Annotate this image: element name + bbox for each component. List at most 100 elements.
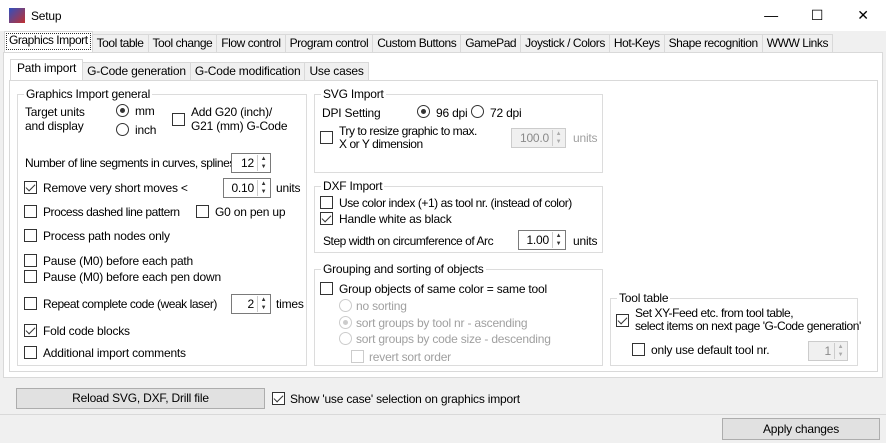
nodes-only-checkbox[interactable]	[24, 229, 37, 242]
resize-units-label: units	[573, 131, 598, 145]
resize-checkbox[interactable]	[320, 131, 333, 144]
repeat-checkbox[interactable]	[24, 297, 37, 310]
g0-pen-up-label: G0 on pen up	[215, 205, 286, 219]
fold-label: Fold code blocks	[43, 324, 130, 338]
remove-short-checkbox[interactable]	[24, 181, 37, 194]
minimize-button[interactable]: —	[764, 7, 778, 23]
close-button[interactable]: ✕	[857, 7, 869, 23]
color-index-checkbox[interactable]	[320, 196, 333, 209]
tab-path-import[interactable]: Path import	[10, 59, 84, 80]
dpi-72-label: 72 dpi	[490, 106, 522, 120]
tab-www-links[interactable]: WWW Links	[761, 34, 833, 52]
apply-changes-button[interactable]: Apply changes	[722, 418, 880, 440]
default-tool-stepper[interactable]: 1 ▲ ▼	[808, 341, 848, 361]
spin-arrows-icon[interactable]: ▲ ▼	[257, 180, 269, 196]
add-g20-label: Add G20 (inch)/ G21 (mm) G-Code	[191, 105, 288, 133]
sort-tool-radio[interactable]	[339, 316, 352, 329]
maximize-button[interactable]: ☐	[810, 7, 824, 23]
revert-checkbox[interactable]	[351, 350, 364, 363]
dashed-label: Process dashed line pattern	[43, 205, 180, 219]
spin-arrows-icon[interactable]: ▲ ▼	[257, 155, 269, 171]
svg-import-group: SVG Import	[314, 87, 603, 173]
nodes-only-label: Process path nodes only	[43, 229, 170, 243]
inner-tab-page	[9, 80, 878, 372]
graphics-import-general-group: Graphics Import general	[17, 87, 307, 366]
units-label: units	[276, 181, 301, 195]
sort-size-radio[interactable]	[339, 332, 352, 345]
tab-tool-change[interactable]: Tool change	[147, 34, 218, 52]
dpi-96-label: 96 dpi	[436, 106, 468, 120]
times-label: times	[276, 297, 304, 311]
tab-gamepad[interactable]: GamePad	[460, 34, 522, 52]
only-default-label: only use default tool nr.	[651, 343, 770, 357]
repeat-stepper[interactable]: 2 ▲ ▼	[231, 294, 271, 314]
tab-hot-keys[interactable]: Hot-Keys	[608, 34, 665, 52]
window-title: Setup	[31, 9, 62, 23]
spin-arrows-icon[interactable]: ▲ ▼	[257, 296, 269, 312]
dxf-import-group: DXF Import	[314, 179, 603, 253]
add-g20-checkbox[interactable]	[172, 113, 185, 126]
inch-label: inch	[135, 123, 157, 137]
target-units-label: Target units and display	[25, 105, 85, 133]
tab-gcode-generation[interactable]: G-Code generation	[82, 62, 191, 80]
tool-table-group: Tool table	[610, 291, 858, 366]
grouping-group: Grouping and sorting of objects	[314, 262, 603, 366]
show-use-case-label: Show 'use case' selection on graphics im…	[290, 392, 520, 406]
revert-label: revert sort order	[369, 350, 451, 364]
dashed-checkbox[interactable]	[24, 205, 37, 218]
segments-label: Number of line segments in curves, splin…	[25, 156, 235, 170]
step-width-stepper[interactable]: 1.00 ▲ ▼	[518, 230, 566, 250]
pause-pen-checkbox[interactable]	[24, 270, 37, 283]
sort-size-label: sort groups by code size - descending	[356, 332, 551, 346]
group-title: DXF Import	[321, 179, 385, 193]
inner-tab-strip: Path import G-Code generation G-Code mod…	[10, 59, 369, 80]
mm-radio[interactable]	[116, 104, 129, 117]
segments-stepper[interactable]: 12 ▲ ▼	[231, 153, 271, 173]
pause-path-checkbox[interactable]	[24, 254, 37, 267]
bottom-divider	[0, 414, 886, 415]
set-feed-checkbox[interactable]	[616, 314, 629, 327]
tab-graphics-import[interactable]: Graphics Import	[4, 31, 93, 52]
pause-pen-label: Pause (M0) before each pen down	[43, 270, 221, 284]
tab-use-cases[interactable]: Use cases	[304, 62, 369, 80]
tab-joystick-colors[interactable]: Joystick / Colors	[520, 34, 610, 52]
spin-arrows-icon[interactable]: ▲ ▼	[552, 130, 564, 146]
no-sorting-radio[interactable]	[339, 299, 352, 312]
segments-value: 12	[241, 156, 254, 170]
dpi-label: DPI Setting	[322, 106, 381, 120]
step-width-value: 1.00	[526, 233, 549, 247]
sort-tool-label: sort groups by tool nr - ascending	[356, 316, 528, 330]
dpi-96-radio[interactable]	[417, 105, 430, 118]
white-black-label: Handle white as black	[339, 212, 452, 226]
white-black-checkbox[interactable]	[320, 212, 333, 225]
tab-program-control[interactable]: Program control	[284, 34, 374, 52]
comments-checkbox[interactable]	[24, 346, 37, 359]
group-title: SVG Import	[321, 87, 386, 101]
mm-label: mm	[135, 104, 155, 118]
resize-stepper[interactable]: 100.0 ▲ ▼	[511, 128, 566, 148]
comments-label: Additional import comments	[43, 346, 186, 360]
group-same-label: Group objects of same color = same tool	[339, 282, 547, 296]
remove-short-label: Remove very short moves <	[43, 181, 188, 195]
fold-checkbox[interactable]	[24, 324, 37, 337]
group-same-checkbox[interactable]	[320, 282, 333, 295]
tab-tool-table[interactable]: Tool table	[91, 34, 149, 52]
dpi-72-radio[interactable]	[471, 105, 484, 118]
tab-gcode-modification[interactable]: G-Code modification	[189, 62, 306, 80]
outer-tab-strip: Graphics Import Tool table Tool change F…	[4, 31, 833, 52]
spin-arrows-icon[interactable]: ▲ ▼	[552, 232, 564, 248]
title-bar: Setup — ☐ ✕	[0, 0, 886, 31]
show-use-case-checkbox[interactable]	[272, 392, 285, 405]
spin-arrows-icon[interactable]: ▲ ▼	[834, 343, 846, 359]
tab-flow-control[interactable]: Flow control	[216, 34, 286, 52]
only-default-checkbox[interactable]	[632, 343, 645, 356]
g0-pen-up-checkbox[interactable]	[196, 205, 209, 218]
set-feed-label: Set XY-Feed etc. from tool table, select…	[635, 306, 861, 333]
repeat-label: Repeat complete code (weak laser)	[43, 297, 217, 311]
tab-custom-buttons[interactable]: Custom Buttons	[372, 34, 462, 52]
remove-short-stepper[interactable]: 0.10 ▲ ▼	[223, 178, 271, 198]
inch-radio[interactable]	[116, 123, 129, 136]
reload-button[interactable]: Reload SVG, DXF, Drill file	[16, 388, 265, 409]
tab-shape-recognition[interactable]: Shape recognition	[663, 34, 763, 52]
step-units-label: units	[573, 234, 598, 248]
